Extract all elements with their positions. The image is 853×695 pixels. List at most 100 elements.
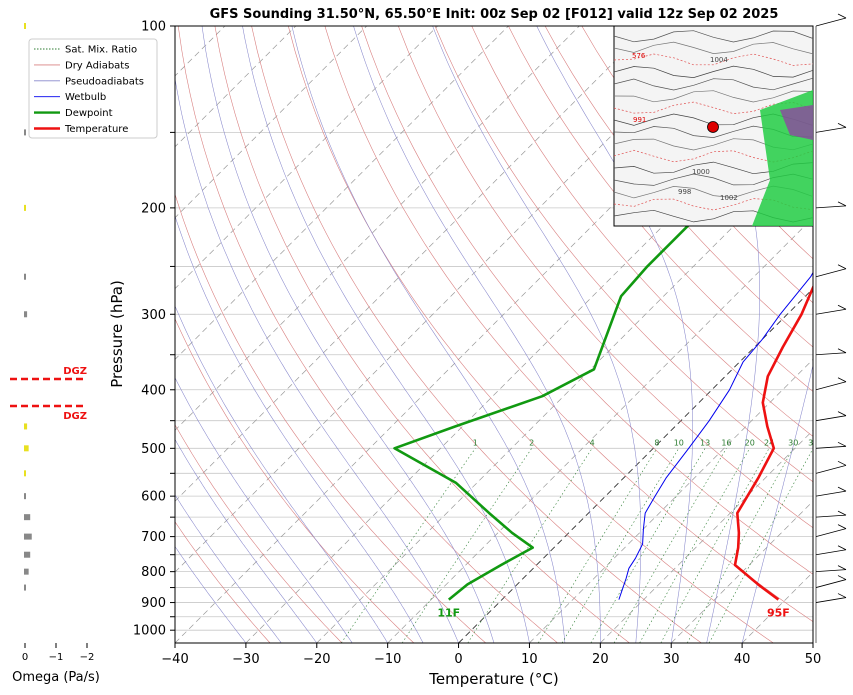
omega-bar <box>24 423 27 429</box>
y-tick-label: 900 <box>141 596 166 611</box>
legend-label: Temperature <box>64 124 128 135</box>
isotherm-line <box>813 26 853 643</box>
inset-map-label: 991 <box>633 116 646 124</box>
x-axis-label: Temperature (°C) <box>428 670 558 688</box>
y-tick-label: 800 <box>141 565 166 580</box>
legend-label: Dry Adiabats <box>65 60 129 71</box>
wind-barb <box>816 550 846 555</box>
inset-map-label: 998 <box>678 188 691 196</box>
surface-dewpoint-label: 11F <box>437 607 460 620</box>
mixing-ratio-line <box>661 448 769 643</box>
pseudoadiabat <box>292 26 565 643</box>
omega-bar <box>24 534 32 540</box>
omega-bar <box>24 493 26 499</box>
wind-barb-flag <box>838 349 846 353</box>
mixing-ratio-label: 20 <box>745 438 755 447</box>
wind-barb <box>816 598 846 603</box>
pseudoadiabat <box>138 26 423 643</box>
wind-barb-flag <box>838 546 846 550</box>
x-tick-label: 20 <box>592 652 609 667</box>
mixing-ratio-line <box>614 448 726 643</box>
surface-temperature-label: 95F <box>767 607 790 620</box>
mixing-ratio-label: 30 <box>788 438 798 447</box>
wind-barb-flag <box>838 14 846 18</box>
wind-barb <box>816 206 846 208</box>
mixing-ratio-label: 1 <box>473 438 478 447</box>
y-tick-label: 1000 <box>133 624 166 639</box>
wind-barb <box>816 491 846 496</box>
wind-barb <box>816 309 846 314</box>
wind-barb <box>816 465 846 473</box>
inset-map-label: 576 <box>632 52 646 60</box>
chart-title: GFS Sounding 31.50°N, 65.50°E Init: 00z … <box>210 7 779 22</box>
legend-label: Pseudoadiabats <box>65 76 144 87</box>
dgz-top-label: DGZ <box>63 366 87 377</box>
omega-bar <box>24 23 26 29</box>
mixing-ratio-line <box>709 448 813 643</box>
y-tick-label: 100 <box>141 20 166 35</box>
legend-label: Sat. Mix. Ratio <box>65 45 137 56</box>
wind-barb-flag <box>838 378 846 382</box>
wind-barb <box>816 515 846 517</box>
wind-barb <box>816 382 846 390</box>
wind-barb <box>816 127 846 132</box>
omega-tick-label: −1 <box>49 652 64 663</box>
pseudoadiabat <box>433 26 641 643</box>
x-tick-label: 40 <box>734 652 751 667</box>
omega-bar <box>24 552 30 558</box>
legend-label: Wetbulb <box>65 92 106 103</box>
omega-tick-label: −2 <box>80 652 95 663</box>
omega-bar <box>24 585 26 591</box>
mixing-ratio-line <box>402 448 532 643</box>
x-tick-label: 50 <box>805 652 822 667</box>
wind-barb <box>816 580 846 588</box>
x-tick-label: 0 <box>454 652 462 667</box>
wind-barb-flag <box>838 202 846 206</box>
mixing-ratio-label: 2 <box>529 438 534 447</box>
mixing-ratio-label: 4 <box>590 438 595 447</box>
wind-barb-flag <box>838 412 846 416</box>
y-tick-label: 200 <box>141 201 166 216</box>
dry-adiabat <box>178 26 557 643</box>
wind-barb <box>816 269 846 277</box>
y-tick-label: 300 <box>141 308 166 323</box>
omega-bar <box>24 311 27 317</box>
dgz-bottom-label: DGZ <box>63 411 87 422</box>
wind-barb-flag <box>838 525 846 529</box>
wind-barb-flag <box>838 594 846 598</box>
omega-axis-label: Omega (Pa/s) <box>12 670 100 685</box>
omega-bar <box>24 274 26 280</box>
omega-tick-label: 0 <box>22 652 28 663</box>
wind-barb-flag <box>838 305 846 309</box>
wind-barb-flag <box>838 461 846 465</box>
omega-bar <box>24 470 26 476</box>
wind-barb-flag <box>838 487 846 491</box>
pseudoadiabat <box>354 26 601 643</box>
x-tick-label: −20 <box>303 652 330 667</box>
omega-bar <box>24 514 30 520</box>
x-tick-label: −30 <box>232 652 259 667</box>
wind-barb-flag <box>838 123 846 127</box>
x-tick-label: −10 <box>374 652 401 667</box>
inset-location-marker <box>708 122 719 133</box>
inset-map-label: 1002 <box>720 194 738 202</box>
wind-barb <box>816 353 846 355</box>
inset-map-label: 1004 <box>710 56 728 64</box>
omega-bar <box>24 129 26 135</box>
dry-adiabat <box>142 26 486 643</box>
mixing-ratio-label: 16 <box>721 438 731 447</box>
wind-barb-flag <box>838 576 846 580</box>
wind-barb-flag <box>838 442 846 446</box>
y-tick-label: 500 <box>141 442 166 457</box>
omega-bar <box>24 445 29 451</box>
legend: Sat. Mix. Ratio Dry Adiabats Pseudoadiabat… <box>29 39 157 138</box>
wind-barb-flag <box>838 566 846 570</box>
wind-barb <box>816 446 846 448</box>
y-tick-label: 600 <box>141 490 166 505</box>
pseudoadiabat <box>202 26 494 643</box>
legend-label: Dewpoint <box>65 108 113 119</box>
mixing-ratio-label: 10 <box>674 438 684 447</box>
